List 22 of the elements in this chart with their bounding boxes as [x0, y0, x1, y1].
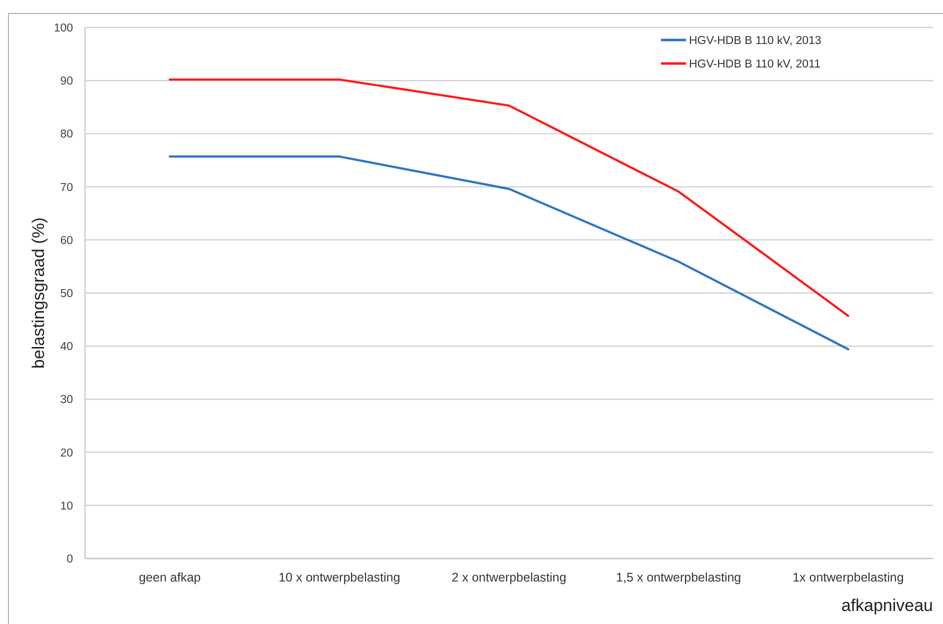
y-tick-label: 100 [54, 22, 73, 35]
y-tick-label: 90 [60, 76, 73, 88]
x-tick-label: 10 x ontwerpbelasting [278, 570, 400, 584]
y-tick-label: 70 [60, 182, 73, 194]
y-tick-label: 50 [60, 288, 73, 300]
y-tick-label: 20 [60, 447, 73, 460]
y-tick-label: 80 [60, 128, 73, 141]
legend-label: HGV-HDB B 110 kV, 2011 [689, 58, 820, 71]
y-tick-label: 10 [60, 500, 73, 512]
y-tick-label: 0 [66, 554, 73, 566]
line-series [168, 155, 850, 350]
y-tick-label: 40 [60, 341, 73, 354]
x-tick-label: 1,5 x ontwerpbelasting [616, 570, 742, 584]
y-tick-label: 60 [60, 234, 73, 247]
legend-label: HGV-HDB B 110 kV, 2013 [689, 35, 822, 48]
x-axis-title: afkapniveau [841, 596, 933, 615]
line-series [168, 78, 850, 317]
x-tick-label: geen afkap [138, 570, 201, 584]
x-tick-label: 2 x ontwerpbelasting [452, 570, 566, 584]
y-axis-title: belastingsgraad (%) [29, 217, 48, 369]
x-tick-label: 1x ontwerpbelasting [792, 570, 904, 584]
y-tick-label: 30 [60, 394, 73, 406]
